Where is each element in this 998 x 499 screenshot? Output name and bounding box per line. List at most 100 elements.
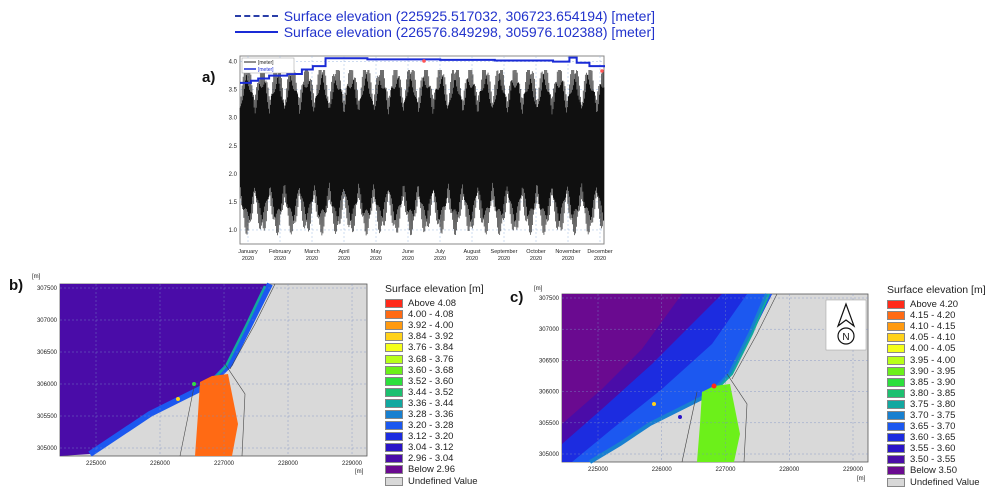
legend-label-series-2: Surface elevation (226576.849298, 305976…	[283, 24, 655, 40]
map-b-y-tick-labels: 307500 307000 306500 306000 305500 305000	[37, 286, 58, 452]
legend-item: 3.60 - 3.65	[887, 432, 986, 443]
legend-swatch	[887, 399, 905, 409]
legend-label: 3.84 - 3.92	[408, 331, 454, 343]
map-x-tick-label: 229000	[342, 461, 363, 467]
map-b-x-tick-labels: 225000 226000 227000 228000 229000	[86, 461, 363, 467]
legend-swatch	[385, 465, 403, 475]
legend-item: Undefined Value	[887, 477, 986, 488]
x-tick-label-month: September	[491, 249, 518, 255]
series-line-blue	[240, 56, 605, 84]
legend-swatch	[887, 444, 905, 454]
map-y-tick-label: 307000	[539, 327, 560, 333]
legend-item: 3.68 - 3.76	[385, 353, 484, 365]
legend-label: Below 3.50	[910, 465, 958, 477]
map-y-tick-label: 306000	[539, 390, 560, 396]
legend-item: 4.05 - 4.10	[887, 332, 986, 343]
legend-label: 4.00 - 4.08	[408, 309, 454, 321]
inner-legend-label-1: [meter]	[258, 60, 274, 66]
legend-swatch	[887, 311, 905, 321]
x-tick-label-month: August	[463, 249, 481, 255]
map-b-grid	[60, 284, 367, 456]
legend-swatch	[887, 433, 905, 443]
inner-legend-label-2: [meter]	[258, 67, 274, 73]
legend-item: 3.12 - 3.20	[385, 431, 484, 442]
x-tick-label-year: 2020	[530, 256, 542, 262]
legend-label: 3.20 - 3.28	[408, 420, 454, 432]
legend-item: 3.04 - 3.12	[385, 442, 484, 453]
top-legend: Surface elevation (225925.517032, 306723…	[235, 8, 655, 40]
map-b-legend: Surface elevation [m] Above 4.08 4.00 - 4…	[385, 283, 484, 487]
legend-swatch	[887, 355, 905, 365]
legend-item: 3.55 - 3.60	[887, 443, 986, 454]
legend-swatch	[887, 322, 905, 332]
x-tick-label-year: 2020	[402, 256, 414, 262]
legend-item: Above 4.08	[385, 298, 484, 309]
legend-item: 4.00 - 4.05	[887, 343, 986, 354]
legend-swatch	[385, 454, 403, 464]
legend-item: 3.75 - 3.80	[887, 399, 986, 410]
legend-item: 3.20 - 3.28	[385, 420, 484, 431]
legend-swatch	[887, 366, 905, 376]
panel-label-a: a)	[202, 69, 216, 86]
map-y-tick-label: 307500	[37, 286, 58, 292]
map-b-x-unit: [m]	[355, 469, 364, 475]
x-tick-label-year: 2020	[338, 256, 350, 262]
map-b-boundary-2	[224, 363, 246, 457]
legend-label: 4.10 - 4.15	[910, 321, 956, 333]
legend-swatch	[385, 299, 403, 309]
legend-label: 3.90 - 3.95	[910, 365, 956, 377]
map-y-tick-label: 306500	[37, 350, 58, 356]
legend-swatch	[385, 354, 403, 364]
legend-swatch	[887, 300, 905, 310]
map-c-yellow-dot	[652, 402, 656, 406]
legend-label: 3.92 - 4.00	[408, 320, 454, 332]
series-line-black	[239, 70, 605, 236]
y-tick-label: 2.0	[229, 172, 238, 178]
map-b-boundary-3	[229, 283, 276, 370]
legend-entry-solid: Surface elevation (226576.849298, 305976…	[235, 24, 655, 40]
map-b: [m] 307500 307000 306500 306000 305500 305000…	[32, 274, 368, 475]
y-tick-label: 3.5	[229, 88, 238, 94]
legend-swatch	[385, 409, 403, 419]
legend-swatch	[887, 410, 905, 420]
map-c-red-dot	[711, 383, 717, 389]
legend-label-series-1: Surface elevation (225925.517032, 306723…	[283, 8, 655, 24]
legend-swatch	[887, 388, 905, 398]
legend-swatch	[385, 343, 403, 353]
legend-item: 3.65 - 3.70	[887, 421, 986, 432]
legend-item: 3.70 - 3.75	[887, 410, 986, 421]
map-c-legend-title: Surface elevation [m]	[887, 284, 986, 296]
legend-swatch	[887, 455, 905, 465]
legend-label: Below 2.96	[408, 464, 456, 476]
legend-item: Above 4.20	[887, 299, 986, 310]
legend-swatch	[385, 332, 403, 342]
map-x-tick-label: 227000	[715, 467, 736, 473]
map-b-green-dot	[192, 382, 196, 386]
x-tick-label-month: December	[587, 249, 613, 255]
map-c-y-tick-labels: 307500 307000 306500 306000 305500 305000	[539, 296, 560, 458]
legend-swatch	[385, 432, 403, 442]
x-tick-label-month: October	[526, 249, 546, 255]
legend-label: Above 4.20	[910, 299, 959, 311]
map-c-x-unit: [m]	[857, 476, 866, 482]
map-x-tick-label: 226000	[652, 467, 673, 473]
legend-label: 3.60 - 3.68	[408, 364, 454, 376]
legend-label: 3.36 - 3.44	[408, 397, 454, 409]
y-tick-label: 1.5	[229, 200, 238, 206]
legend-item: 3.80 - 3.85	[887, 388, 986, 399]
map-x-tick-label: 228000	[779, 467, 800, 473]
legend-item: 4.00 - 4.08	[385, 309, 484, 320]
legend-item: 3.28 - 3.36	[385, 409, 484, 420]
x-tick-labels: January2020February2020March2020April202…	[238, 249, 613, 262]
legend-label: 3.50 - 3.55	[910, 454, 956, 466]
y-tick-label: 1.0	[229, 228, 238, 234]
map-c-x-tick-labels: 225000 226000 227000 228000 229000	[588, 467, 864, 473]
legend-swatch-dashed	[235, 15, 278, 17]
legend-label: 3.65 - 3.70	[910, 421, 956, 433]
x-tick-label-year: 2020	[498, 256, 510, 262]
x-tick-label-year: 2020	[370, 256, 382, 262]
map-y-tick-label: 307000	[37, 318, 58, 324]
legend-swatch	[385, 365, 403, 375]
map-x-tick-label: 228000	[278, 461, 299, 467]
legend-swatch	[887, 477, 905, 487]
